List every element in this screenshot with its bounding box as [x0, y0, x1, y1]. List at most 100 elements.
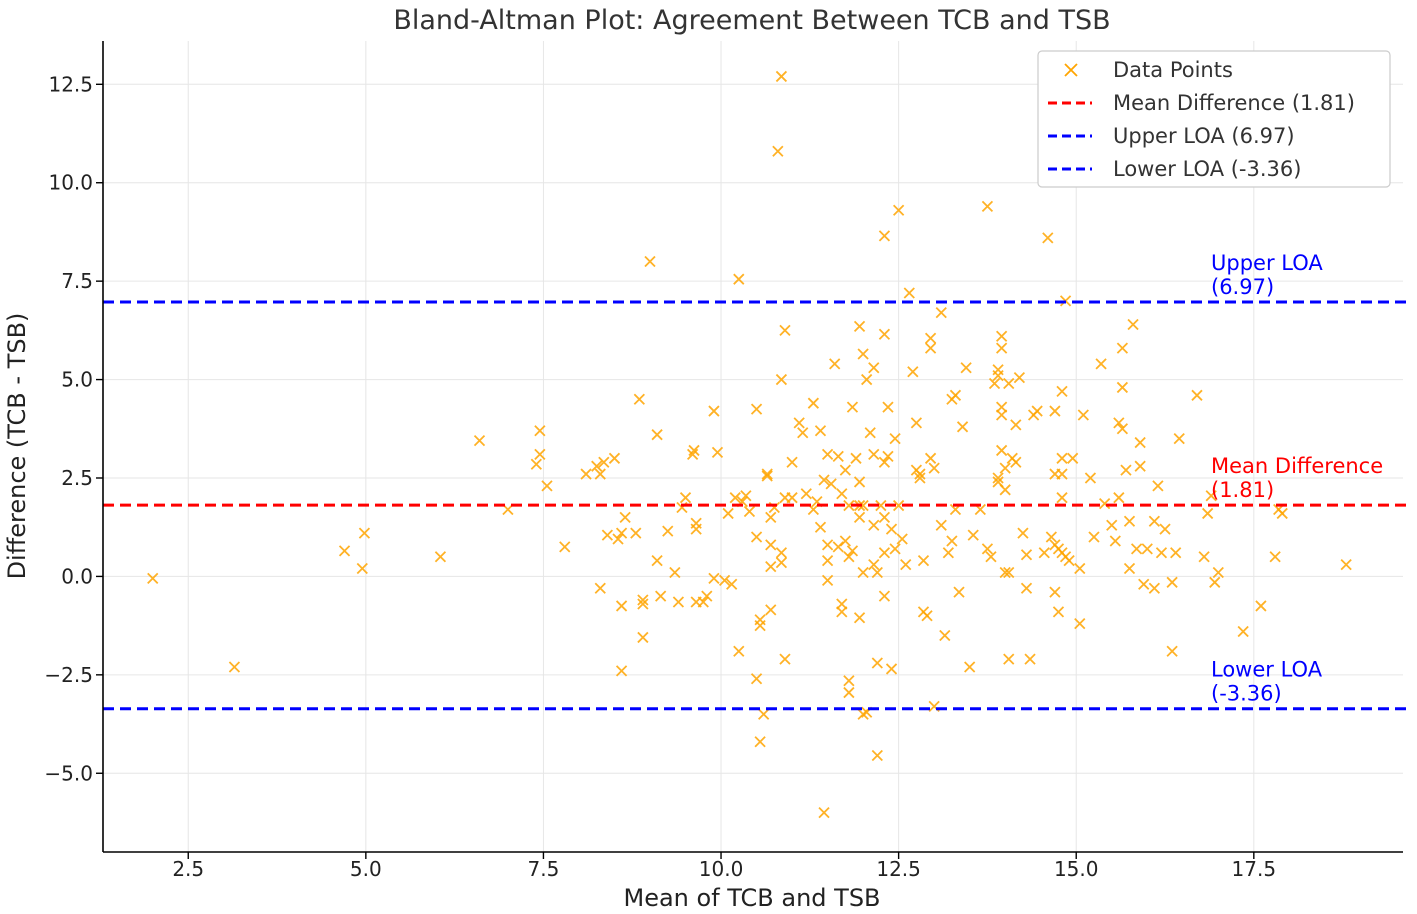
- data-point: [999, 484, 1011, 496]
- data-point: [878, 547, 891, 559]
- data-point: [541, 480, 553, 492]
- data-point: [356, 562, 368, 575]
- data-point: [697, 596, 709, 608]
- upper-loa-line-annotation-value: (6.97): [1211, 275, 1274, 299]
- data-point: [754, 736, 766, 748]
- data-point: [846, 401, 859, 413]
- data-point: [612, 533, 624, 545]
- data-point: [995, 330, 1008, 342]
- data-point: [1113, 417, 1125, 429]
- upper-loa-line-annotation: Upper LOA: [1211, 251, 1323, 275]
- data-point: [1166, 576, 1178, 588]
- data-point: [754, 619, 766, 632]
- data-point: [1159, 523, 1171, 535]
- data-point: [857, 566, 869, 579]
- data-point: [733, 273, 745, 285]
- data-point: [878, 456, 891, 468]
- data-point: [818, 806, 830, 819]
- data-point: [981, 200, 994, 212]
- data-point: [637, 598, 649, 610]
- data-point: [637, 631, 649, 644]
- data-point: [903, 287, 915, 299]
- data-point: [807, 397, 820, 409]
- data-point: [981, 543, 994, 555]
- data-point: [1173, 432, 1185, 445]
- data-point: [147, 572, 159, 585]
- chart-title: Bland-Altman Plot: Agreement Between TCB…: [393, 5, 1110, 36]
- data-point: [839, 535, 851, 547]
- data-point: [814, 521, 827, 533]
- data-point: [871, 749, 883, 762]
- y-tick-label: 10.0: [48, 171, 93, 195]
- data-point: [1013, 371, 1026, 384]
- data-point: [1269, 551, 1281, 563]
- data-point: [882, 401, 894, 413]
- data-point: [836, 606, 848, 618]
- data-point: [1116, 381, 1129, 394]
- data-point: [1141, 543, 1153, 555]
- data-point: [718, 574, 731, 586]
- data-point: [750, 531, 763, 543]
- data-point: [1049, 405, 1061, 417]
- line-annotations: Mean Difference(1.81) Upper LOA(6.97) Lowe…: [1211, 251, 1383, 706]
- data-point: [786, 456, 798, 468]
- data-point: [843, 675, 855, 687]
- x-tick-label: 17.5: [1232, 857, 1277, 881]
- data-point: [821, 555, 834, 567]
- legend: Data Points Mean Difference (1.81) Upper L…: [1037, 50, 1391, 188]
- data-point: [473, 434, 486, 447]
- data-point: [836, 488, 848, 500]
- data-point: [967, 529, 979, 541]
- data-points: [147, 70, 1352, 819]
- x-tick-label: 7.5: [528, 857, 560, 881]
- data-point: [1003, 566, 1015, 579]
- y-tick-label: 12.5: [48, 72, 93, 96]
- data-point: [750, 403, 763, 415]
- data-point: [857, 499, 869, 512]
- data-point: [882, 450, 894, 462]
- data-point: [729, 492, 741, 504]
- data-point: [910, 417, 923, 429]
- data-point: [1116, 342, 1129, 354]
- data-point: [825, 478, 837, 490]
- data-point: [761, 468, 773, 480]
- data-point: [775, 557, 788, 569]
- data-point: [779, 324, 791, 336]
- data-point: [1237, 625, 1249, 638]
- data-point: [924, 452, 937, 464]
- data-point: [1084, 472, 1097, 484]
- data-point: [892, 499, 905, 512]
- data-point: [615, 665, 628, 677]
- data-point: [1212, 566, 1224, 579]
- data-point: [534, 425, 546, 437]
- data-point: [1010, 419, 1022, 431]
- data-point: [868, 448, 880, 461]
- y-axis-label: Difference (TCB - TSB): [3, 313, 31, 580]
- data-point: [1202, 507, 1214, 520]
- data-point: [608, 452, 621, 464]
- data-point: [786, 492, 798, 504]
- legend-label: Data Points: [1113, 58, 1233, 82]
- data-point: [843, 551, 855, 563]
- data-point: [995, 409, 1008, 421]
- data-point: [651, 429, 663, 441]
- data-point: [651, 555, 663, 567]
- lower-loa-line-annotation-value: (-3.36): [1211, 682, 1282, 706]
- x-tick-label: 12.5: [876, 857, 921, 881]
- data-point: [580, 468, 592, 480]
- data-point: [956, 421, 969, 433]
- data-point: [630, 527, 642, 539]
- data-point: [850, 452, 862, 464]
- data-point: [655, 590, 667, 602]
- data-point: [821, 539, 834, 551]
- data-point: [1205, 490, 1217, 502]
- data-point: [1077, 409, 1089, 421]
- data-point: [722, 507, 734, 520]
- data-point: [1003, 377, 1015, 390]
- data-point: [857, 708, 869, 720]
- data-point: [1198, 551, 1210, 563]
- data-point: [846, 545, 859, 557]
- data-point: [821, 574, 834, 586]
- legend-label: Mean Difference (1.81): [1113, 91, 1355, 115]
